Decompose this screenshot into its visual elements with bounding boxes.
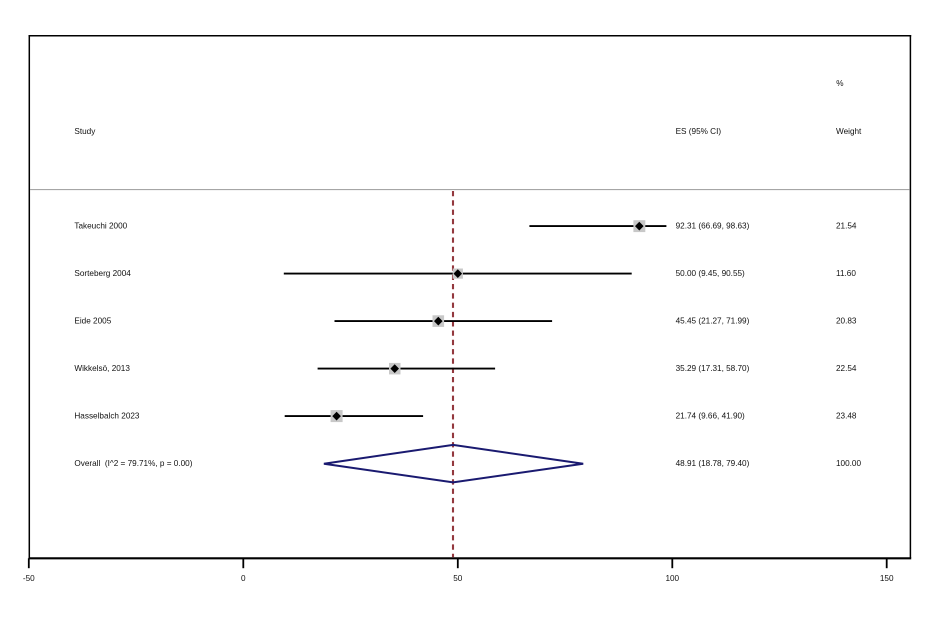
svg-text:50.00 (9.45, 90.55): 50.00 (9.45, 90.55) <box>676 269 745 278</box>
svg-text:-50: -50 <box>23 574 35 583</box>
svg-text:150: 150 <box>880 574 894 583</box>
svg-text:Hasselbalch 2023: Hasselbalch 2023 <box>74 412 140 421</box>
svg-text:92.31 (66.69, 98.63): 92.31 (66.69, 98.63) <box>676 222 750 231</box>
svg-text:Takeuchi 2000: Takeuchi 2000 <box>74 222 127 231</box>
svg-text:100.00: 100.00 <box>836 459 861 468</box>
svg-text:48.91 (18.78, 79.40): 48.91 (18.78, 79.40) <box>676 459 750 468</box>
svg-text:100: 100 <box>665 574 679 583</box>
svg-text:20.83: 20.83 <box>836 317 857 326</box>
svg-text:%: % <box>836 79 843 88</box>
svg-text:Sorteberg 2004: Sorteberg 2004 <box>74 269 131 278</box>
svg-text:45.45 (21.27, 71.99): 45.45 (21.27, 71.99) <box>676 317 750 326</box>
svg-text:22.54: 22.54 <box>836 364 857 373</box>
svg-text:Study: Study <box>74 127 96 136</box>
svg-text:21.74 (9.66, 41.90): 21.74 (9.66, 41.90) <box>676 412 745 421</box>
svg-text:Eide 2005: Eide 2005 <box>74 317 111 326</box>
svg-text:0: 0 <box>241 574 246 583</box>
svg-text:11.60: 11.60 <box>836 269 856 278</box>
svg-text:ES (95% CI): ES (95% CI) <box>676 127 722 136</box>
svg-text:Wikkelsö, 2013: Wikkelsö, 2013 <box>74 364 130 373</box>
svg-text:Overall (I^2 = 79.71%, p = 0.: Overall (I^2 = 79.71%, p = 0.00) <box>74 459 192 468</box>
svg-text:23.48: 23.48 <box>836 412 857 421</box>
svg-text:21.54: 21.54 <box>836 222 857 231</box>
svg-text:50: 50 <box>453 574 463 583</box>
svg-text:35.29 (17.31, 58.70): 35.29 (17.31, 58.70) <box>676 364 750 373</box>
svg-text:Weight: Weight <box>836 127 862 136</box>
